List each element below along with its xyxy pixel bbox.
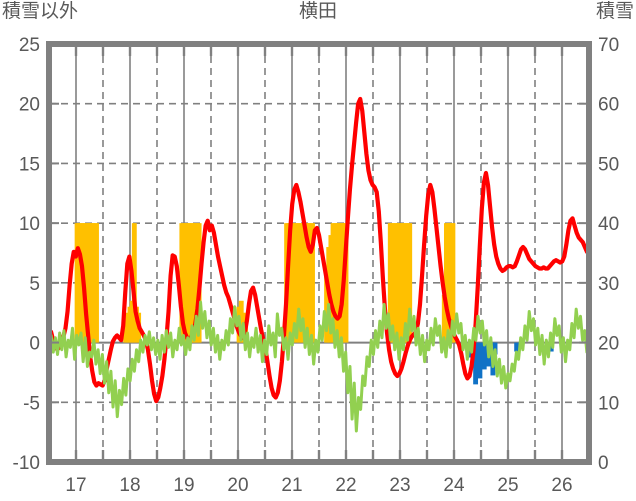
x-tick-label: 25	[497, 475, 518, 496]
right-tick-label: 10	[598, 393, 619, 414]
x-tick-label: 18	[119, 475, 140, 496]
left-axis-tick-labels: 25 20 15 10 5 0 -5 -10	[13, 35, 40, 474]
chart-title: 横田	[298, 1, 337, 22]
red-line	[49, 96, 589, 404]
x-tick-label: 22	[335, 475, 356, 496]
left-tick-label: 5	[29, 274, 40, 295]
line-series-group	[49, 96, 589, 433]
x-axis-tick-labels: 17 18 19 20 21 22 23 24 25 26	[65, 475, 572, 496]
orange-bars-bar	[407, 223, 413, 343]
x-tick-label: 21	[281, 475, 302, 496]
orange-bars-bar	[343, 223, 349, 343]
x-tick-label: 20	[227, 475, 248, 496]
x-tick-label: 19	[173, 475, 194, 496]
orange-bars-bar	[310, 223, 315, 343]
left-tick-label: 25	[19, 35, 40, 56]
blue-bars-bar	[514, 342, 520, 352]
x-tick-label: 17	[65, 475, 86, 496]
green-line	[49, 300, 589, 433]
right-tick-label: 50	[598, 154, 619, 175]
x-tick-label: 24	[443, 475, 465, 496]
left-axis-title: 積雪以外	[2, 1, 79, 22]
left-tick-label: 20	[19, 95, 40, 116]
right-tick-label: 70	[598, 35, 619, 56]
left-tick-label: -10	[13, 453, 40, 474]
axis-ticks	[49, 44, 589, 462]
right-axis-tick-labels: 70 60 50 40 30 20 10 0	[598, 35, 619, 474]
left-tick-label: 15	[19, 154, 40, 175]
right-tick-label: 30	[598, 274, 619, 295]
left-tick-label: 0	[29, 334, 40, 355]
right-tick-label: 60	[598, 95, 619, 116]
vertical-gridlines	[75, 44, 563, 462]
right-tick-label: 20	[598, 334, 619, 355]
x-tick-label: 26	[551, 475, 572, 496]
orange-bars-bar	[450, 223, 456, 343]
orange-bars-bar	[94, 223, 99, 343]
right-tick-label: 0	[598, 453, 609, 474]
right-axis-title: 積雪	[595, 1, 634, 22]
bar-series-group	[74, 223, 554, 385]
left-tick-label: 10	[19, 214, 40, 235]
right-tick-label: 40	[598, 214, 619, 235]
left-tick-label: -5	[23, 393, 40, 414]
x-tick-label: 23	[389, 475, 410, 496]
